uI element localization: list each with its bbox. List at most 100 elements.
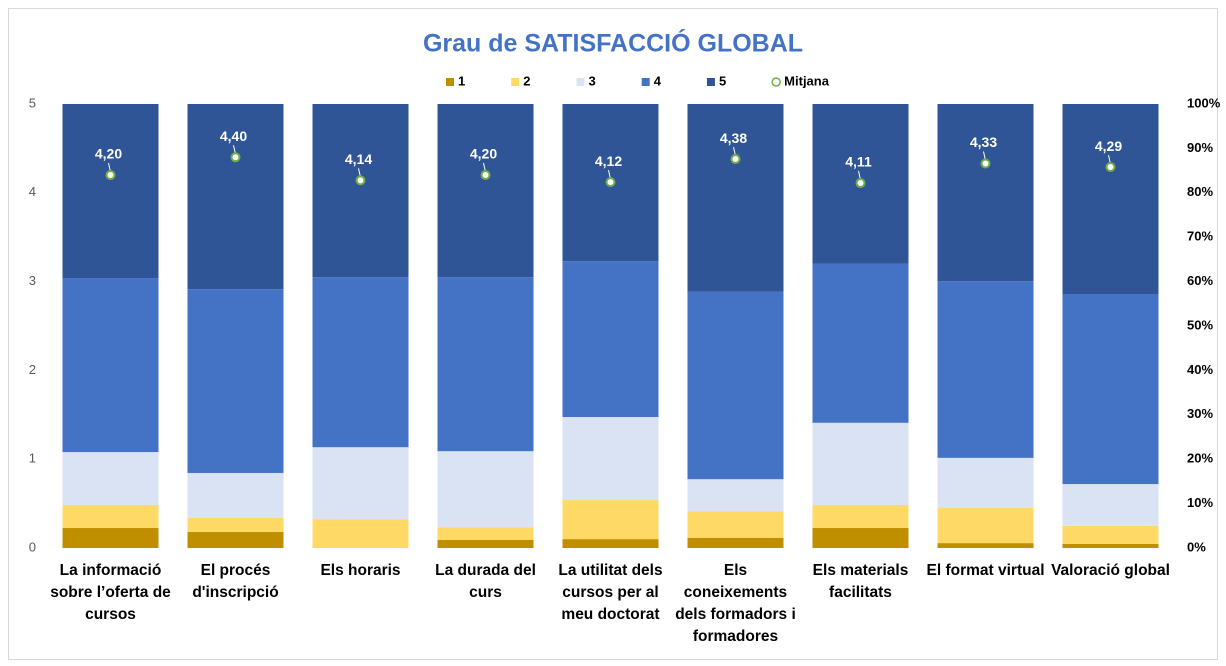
y2-tick-label: 30%: [1187, 406, 1213, 421]
y2-tick-label: 100%: [1187, 95, 1221, 110]
legend-label: 2: [523, 73, 530, 88]
bar-segment: [437, 527, 534, 541]
bar-segment: [437, 451, 534, 528]
bar-segment: [937, 457, 1034, 509]
bar-segment: [312, 104, 409, 278]
x-tick-label: La utilitat dels cursos per al meu docto…: [558, 562, 663, 623]
y-tick-label: 5: [29, 95, 36, 110]
bar-segment: [187, 472, 284, 518]
bar-segment: [812, 504, 909, 529]
bar-segment: [937, 543, 1034, 548]
legend-swatch: [706, 78, 715, 86]
legend-marker: [771, 77, 781, 87]
bar-segment: [687, 537, 784, 548]
mean-marker: [230, 152, 241, 163]
bar-segment: [687, 291, 784, 480]
x-tick-label: La durada del curs: [435, 562, 536, 601]
y2-tick-label: 40%: [1187, 362, 1213, 377]
mean-marker: [730, 154, 741, 165]
chart-title: Grau de SATISFACCIÓ GLOBAL: [423, 28, 803, 58]
data-label: 4,20: [95, 146, 122, 162]
y-tick-label: 0: [29, 539, 36, 554]
bar-segment: [312, 277, 409, 448]
bar-segment: [687, 104, 784, 292]
y-tick-label: 2: [29, 362, 36, 377]
x-tick-label: La informació sobre l’oferta de cursos: [50, 562, 171, 623]
legend-swatch: [511, 78, 520, 86]
bar-segment: [562, 539, 659, 548]
mean-marker: [980, 158, 991, 169]
x-tick-label: Els materials facilitats: [812, 562, 909, 601]
x-tick-label: El procés d'inscripció: [192, 562, 279, 601]
bar-segment: [812, 422, 909, 505]
data-label: 4,29: [1095, 138, 1122, 154]
data-label: 4,11: [845, 154, 872, 170]
bar-segment: [187, 289, 284, 473]
legend-label: 3: [588, 73, 595, 88]
bar-segment: [437, 104, 534, 278]
y-tick-label: 1: [29, 451, 36, 466]
y2-tick-label: 70%: [1187, 229, 1213, 244]
y2-tick-label: 50%: [1187, 317, 1213, 332]
bar-segment: [812, 528, 909, 548]
bar-segment: [437, 277, 534, 452]
bar-segment: [62, 504, 159, 529]
legend-label: 1: [458, 73, 465, 88]
bar-segment: [812, 263, 909, 423]
y2-tick-label: 90%: [1187, 140, 1213, 155]
legend-label: 5: [719, 73, 726, 88]
bar-segment: [312, 447, 409, 520]
bar-segment: [1062, 544, 1159, 548]
bar-segment: [562, 261, 659, 418]
legend-label: 4: [654, 73, 662, 88]
x-tick-label: Valoració global: [1051, 562, 1170, 579]
legend-swatch: [576, 78, 585, 86]
bar-segment: [937, 281, 1034, 458]
bar-segment: [187, 532, 284, 548]
data-label: 4,12: [595, 153, 622, 169]
bar-segment: [937, 104, 1034, 282]
mean-marker: [855, 178, 866, 189]
mean-marker: [480, 170, 491, 181]
y2-tick-label: 10%: [1187, 495, 1213, 510]
mean-marker: [105, 170, 116, 181]
bar-segment: [312, 519, 409, 548]
legend-swatch: [446, 78, 454, 86]
bar-segment: [62, 528, 159, 548]
x-tick-label: Els coneixements dels formadors i formad…: [675, 562, 796, 645]
data-label: 4,33: [970, 134, 997, 150]
mean-marker: [355, 175, 366, 186]
bar-segment: [62, 452, 159, 505]
bar-segment: [437, 540, 534, 548]
mean-marker: [1105, 162, 1116, 173]
legend-label: Mitjana: [784, 73, 830, 88]
data-label: 4,20: [470, 146, 497, 162]
bar-segment: [187, 104, 284, 290]
bar-segment: [687, 511, 784, 538]
y-tick-label: 3: [29, 273, 36, 288]
bar-segment: [187, 517, 284, 533]
x-tick-label: Els horaris: [320, 562, 401, 579]
data-label: 4,14: [345, 151, 372, 167]
mean-marker: [605, 177, 616, 188]
data-label: 4,38: [720, 130, 747, 146]
y2-tick-label: 60%: [1187, 273, 1213, 288]
bar-segment: [1062, 484, 1159, 526]
bar-segment: [562, 500, 659, 540]
bar-segment: [687, 479, 784, 512]
legend-swatch: [641, 78, 650, 86]
bar-segment: [62, 104, 159, 279]
y2-tick-label: 0%: [1187, 539, 1206, 554]
data-label: 4,40: [220, 128, 247, 144]
bar-segment: [1062, 104, 1159, 295]
x-tick-label: El format virtual: [926, 562, 1045, 579]
y2-tick-label: 80%: [1187, 184, 1213, 199]
bar-segment: [1062, 525, 1159, 545]
y2-tick-label: 20%: [1187, 451, 1213, 466]
bar-segment: [1062, 294, 1159, 485]
bar-segment: [937, 508, 1034, 544]
bar-segment: [62, 278, 159, 453]
bar-segment: [562, 417, 659, 501]
